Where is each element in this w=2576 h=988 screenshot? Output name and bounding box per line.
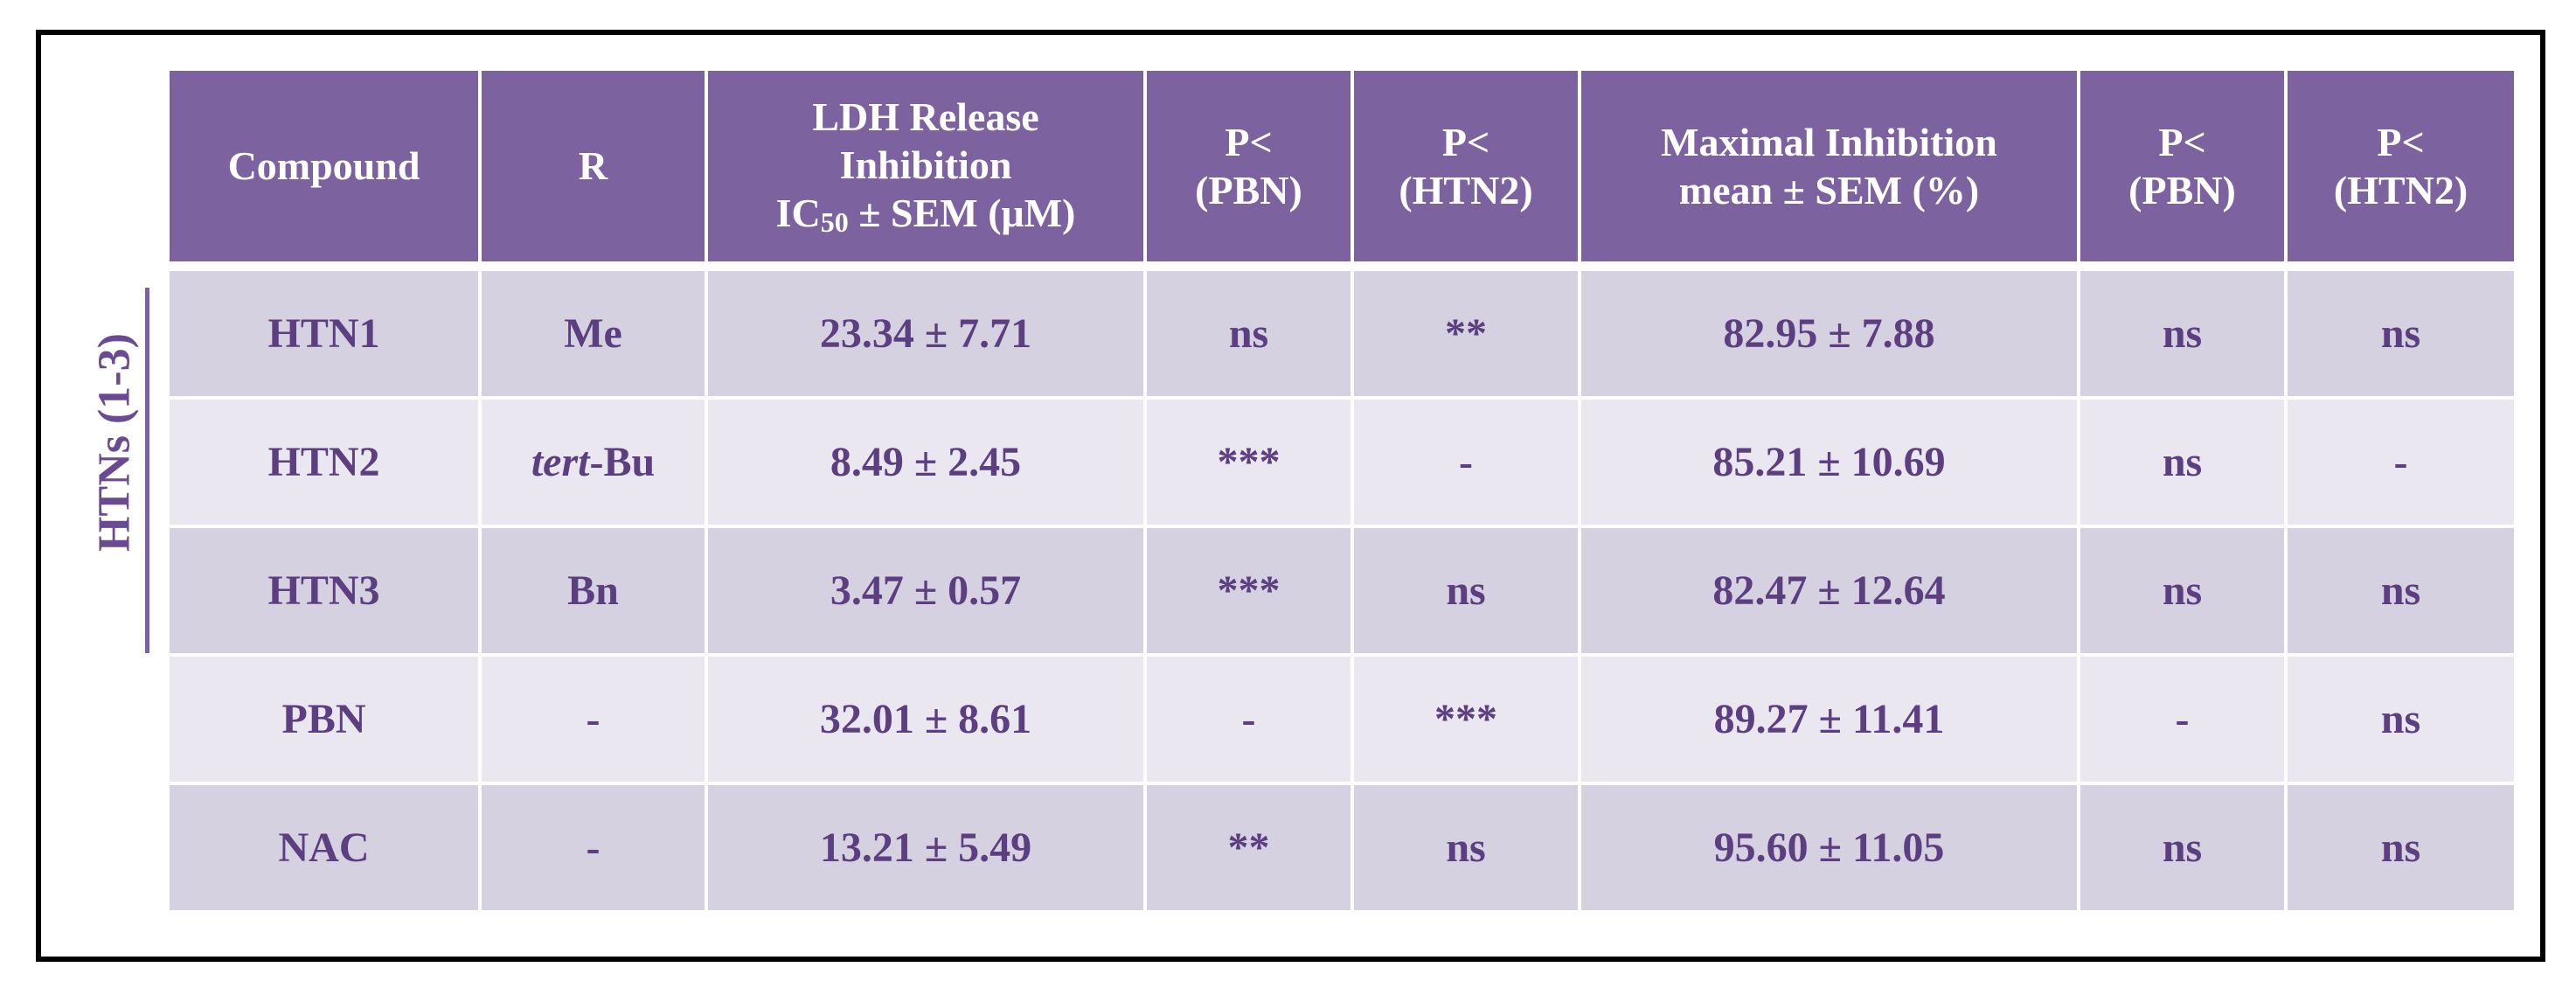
table-body: HTN1 Me 23.34 ± 7.71 ns ** 82.95 ± 7.88 ns ns HT… — [170, 266, 2514, 910]
table-row: HTN2 tert-Bu 8.49 ± 2.45 *** -85.21 ± 10.69 n… — [170, 398, 2514, 528]
header-cell: LDH Release Inhibition IC50 ± SEM (μM) — [705, 71, 1147, 271]
header-cell: P< (HTN2) — [2284, 71, 2514, 271]
table-row: HTN3 Bn 3.47 ± 0.57 *** ns 82.47 ± 12.64 ns ns — [170, 526, 2514, 657]
frame — [36, 30, 2545, 962]
header-line: Maximal Inhibition — [1661, 119, 1997, 164]
table-cell: HTN2 — [170, 398, 482, 528]
table-cell: HTN1 — [170, 266, 482, 400]
table-row: NAC -13.21 ± 5.49 ** ns 95.60 ± 11.05 ns ns — [170, 783, 2514, 910]
header-cell: P< (PBN) — [1143, 71, 1354, 271]
header-row: Compound R LDH Release Inhibition IC50 ± SEM… — [170, 71, 2514, 271]
header-cell: P< (HTN2) — [1350, 71, 1581, 271]
table-row: PBN -32.01 ± 8.61- *** 89.27 ± 11.41- ns — [170, 655, 2514, 785]
header-line: LDH Release — [812, 94, 1039, 140]
table-cell: 82.47 ± 12.64 — [1578, 526, 2080, 657]
cell-text: -Bu — [589, 439, 656, 485]
header-line: P< — [1225, 119, 1273, 164]
table: Compound R LDH Release Inhibition IC50 ± SEM… — [170, 71, 2514, 910]
table-cell: ns — [2284, 783, 2514, 910]
table-cell: 3.47 ± 0.57 — [705, 526, 1147, 657]
header-text: ± SEM (μM) — [848, 191, 1076, 236]
header-cell: R — [478, 71, 708, 271]
header-line: mean ± SEM (%) — [1678, 168, 1980, 212]
header-line: Inhibition — [839, 143, 1012, 188]
header-line: (PBN) — [2128, 168, 2236, 212]
header-line: (HTN2) — [2333, 168, 2468, 212]
table-cell: - — [2284, 398, 2514, 528]
header-line: (HTN2) — [1399, 168, 1533, 212]
table-cell: Me — [478, 266, 708, 400]
table-cell: ns — [2077, 266, 2288, 400]
header-line: R — [578, 143, 608, 189]
table-cell: 89.27 ± 11.41 — [1578, 655, 2080, 785]
header-line: IC50 ± SEM (μM) — [708, 189, 1143, 239]
table-cell: *** — [1350, 655, 1581, 785]
header-subscript: 50 — [820, 206, 849, 239]
header-cell: Compound — [170, 71, 482, 271]
table-cell: 95.60 ± 11.05 — [1578, 783, 2080, 910]
table-cell: NAC — [170, 783, 482, 910]
header-line: (PBN) — [1195, 168, 1302, 212]
table-cell: 8.49 ± 2.45 — [705, 398, 1147, 528]
header-cell: P< (PBN) — [2077, 71, 2288, 271]
table-cell: ** — [1143, 783, 1354, 910]
table-cell: ** — [1350, 266, 1581, 400]
table-cell: ns — [2284, 526, 2514, 657]
table-cell: ns — [2077, 783, 2288, 910]
header-line: P< — [1441, 119, 1490, 164]
side-line — [145, 288, 149, 653]
header-line: P< — [2158, 119, 2206, 164]
table-cell: - — [1350, 398, 1581, 528]
header-line: P< — [2377, 119, 2425, 164]
italic-text: tert — [531, 439, 590, 485]
header-line: Compound — [227, 143, 420, 189]
table-row: HTN1 Me 23.34 ± 7.71 ns ** 82.95 ± 7.88 ns ns — [170, 266, 2514, 400]
table-cell: ns — [2077, 526, 2288, 657]
header-cell: Maximal Inhibition mean ± SEM (%) — [1578, 71, 2080, 271]
table-cell: - — [2077, 655, 2288, 785]
table-cell: 82.95 ± 7.88 — [1578, 266, 2080, 400]
table-cell: ns — [2284, 655, 2514, 785]
table-cell: ns — [2077, 398, 2288, 528]
table-cell: - — [478, 783, 708, 910]
table-cell: *** — [1143, 526, 1354, 657]
table-cell: Bn — [478, 526, 708, 657]
table-cell: 32.01 ± 8.61 — [705, 655, 1147, 785]
table-cell: 13.21 ± 5.49 — [705, 783, 1147, 910]
table-cell: tert-Bu — [478, 398, 708, 528]
table-cell: ns — [2284, 266, 2514, 400]
table-cell: ns — [1350, 526, 1581, 657]
header-text: IC — [775, 191, 821, 236]
table-cell: *** — [1143, 398, 1354, 528]
table-cell: - — [1143, 655, 1354, 785]
table-cell: ns — [1143, 266, 1354, 400]
table-cell: ns — [1350, 783, 1581, 910]
table-cell: PBN — [170, 655, 482, 785]
table-cell: 85.21 ± 10.69 — [1578, 398, 2080, 528]
table-cell: 23.34 ± 7.71 — [705, 266, 1147, 400]
table-cell: HTN3 — [170, 526, 482, 657]
side-label: HTNs (1-3) — [89, 333, 140, 552]
table-cell: - — [478, 655, 708, 785]
